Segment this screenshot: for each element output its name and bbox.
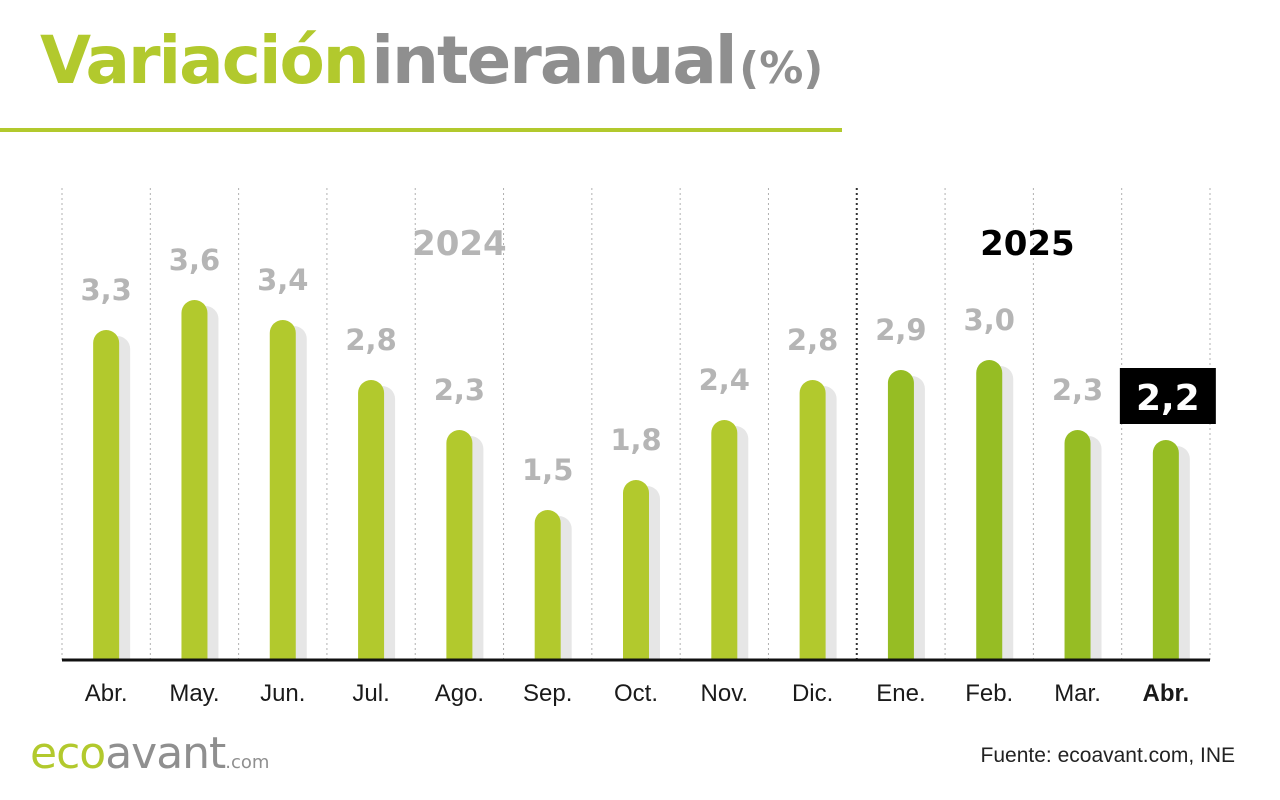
x-tick-label: Mar.	[1054, 680, 1101, 707]
value-label-highlight: 2,2	[1136, 378, 1200, 419]
value-label: 2,8	[787, 323, 838, 357]
year-label-2024: 2024	[412, 224, 507, 264]
x-tick-label: Jul.	[352, 680, 389, 707]
bar-3	[358, 380, 385, 660]
bar-0	[93, 330, 120, 660]
x-tick-label: Jun.	[260, 680, 305, 707]
title-part-variacion: Variación	[40, 22, 370, 99]
logo-avant: avant	[105, 728, 226, 779]
value-label: 3,3	[80, 273, 131, 307]
bar-chart: 2024 2025 3,3 Abr. 3,6 May. 3,4 Jun. 2,8 Jul. 2,3 A…	[61, 188, 1216, 707]
bar-10	[976, 360, 1003, 660]
value-label: 2,4	[699, 363, 750, 397]
bar-5	[534, 510, 561, 660]
x-tick-label: Dic.	[792, 680, 833, 707]
source-note: Fuente: ecoavant.com, INE	[980, 744, 1235, 767]
chart-title: Variación interanual (%)	[40, 22, 823, 99]
x-tick-label: Nov.	[701, 680, 749, 707]
bar-9	[887, 370, 914, 660]
value-label: 1,5	[522, 453, 573, 487]
ecoavant-logo: ecoavant.com	[30, 728, 269, 779]
bar-8	[799, 380, 826, 660]
x-tick-label: Abr.	[85, 680, 128, 707]
value-label: 2,3	[1052, 373, 1103, 407]
highlight-label-box	[1119, 368, 1216, 424]
value-label: 3,4	[257, 263, 308, 297]
x-tick-label: Sep.	[523, 680, 572, 707]
bar-11	[1064, 430, 1091, 660]
logo-eco: eco	[30, 728, 106, 779]
value-label: 2,9	[875, 313, 926, 347]
logo-domain: .com	[225, 752, 270, 773]
bar-7	[711, 420, 738, 660]
x-tick-label: May.	[169, 680, 219, 707]
x-tick-label: Ene.	[876, 680, 925, 707]
x-tick-label: Abr.	[1143, 680, 1190, 707]
bar-6	[623, 480, 649, 660]
year-label-2025: 2025	[980, 224, 1075, 264]
bar-4	[446, 430, 473, 660]
bar-12	[1152, 440, 1179, 660]
value-label: 2,3	[434, 373, 485, 407]
x-tick-label: Feb.	[965, 680, 1013, 707]
x-tick-label: Ago.	[435, 680, 484, 707]
value-label: 2,8	[345, 323, 396, 357]
title-part-interanual: interanual	[371, 22, 737, 99]
bar-1	[181, 300, 208, 660]
title-underline	[0, 128, 842, 132]
value-label: 3,6	[169, 243, 220, 277]
bar-2	[269, 320, 296, 660]
value-label: 3,0	[964, 303, 1015, 337]
x-tick-label: Oct.	[614, 680, 658, 707]
title-part-unit: (%)	[739, 43, 824, 94]
value-label: 1,8	[610, 423, 661, 457]
